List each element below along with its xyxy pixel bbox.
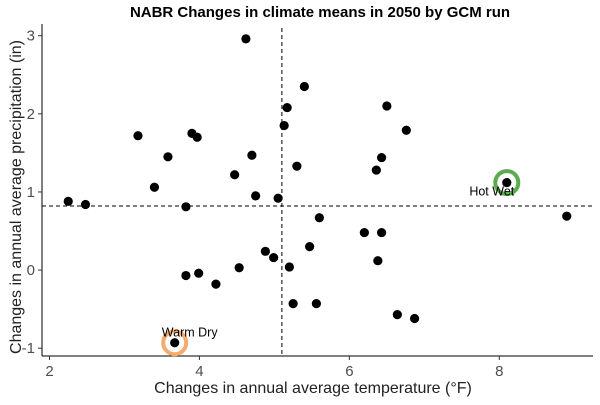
- data-point: [181, 202, 191, 212]
- data-point: [376, 152, 387, 163]
- data-point: [392, 309, 402, 320]
- data-point: [80, 199, 91, 210]
- y-axis-title: Changes in annual average precipitation …: [8, 40, 25, 354]
- data-point: [371, 165, 381, 175]
- chart-title: NABR Changes in climate means in 2050 by…: [130, 4, 510, 21]
- data-point: [279, 120, 289, 131]
- x-tick-label: 2: [45, 363, 53, 380]
- data-point: [282, 102, 292, 113]
- y-tick-label: 0: [27, 262, 35, 279]
- data-point: [163, 152, 173, 162]
- highlight-label: Hot Wet: [469, 185, 514, 199]
- data-point: [192, 132, 202, 142]
- data-point: [376, 227, 387, 238]
- y-tick-label: 2: [27, 106, 35, 123]
- x-axis-title: Changes in annual average temperature (°…: [154, 380, 472, 397]
- data-point: [234, 263, 244, 273]
- data-point: [409, 313, 420, 324]
- data-point: [230, 170, 240, 180]
- x-tick-label: 8: [495, 363, 503, 380]
- data-point: [359, 227, 369, 238]
- data-point: [63, 196, 73, 206]
- data-point: [247, 150, 257, 160]
- data-point: [149, 182, 160, 192]
- data-point: [251, 191, 261, 201]
- data-point: [170, 338, 180, 348]
- data-point: [305, 242, 315, 252]
- data-point: [269, 252, 279, 263]
- data-point: [373, 256, 383, 266]
- x-tick-label: 6: [345, 363, 353, 380]
- data-point: [562, 211, 572, 221]
- y-tick-label: 3: [27, 28, 35, 45]
- data-point: [181, 270, 191, 281]
- data-point: [382, 101, 392, 111]
- data-point: [260, 246, 270, 256]
- highlight-ring: [161, 329, 189, 357]
- x-tick-label: 4: [195, 363, 203, 380]
- data-point: [502, 177, 512, 188]
- data-point: [311, 299, 321, 309]
- data-point: [292, 161, 302, 171]
- data-point: [273, 193, 283, 203]
- data-point: [284, 262, 294, 272]
- highlight-label: Warm Dry: [162, 326, 219, 340]
- y-tick-label: -1: [22, 340, 35, 357]
- plot-area: 2 4 6 8 -1 0 1 2 3 Hot Wet Warm Dry: [22, 24, 593, 380]
- data-point: [314, 213, 324, 223]
- data-point: [194, 268, 204, 278]
- data-point: [288, 299, 298, 309]
- data-point: [133, 131, 143, 141]
- data-point: [299, 81, 309, 92]
- data-point: [211, 279, 221, 289]
- data-point: [241, 34, 251, 44]
- y-tick-label: 1: [27, 184, 35, 201]
- highlight-ring: [493, 169, 521, 197]
- data-point: [401, 125, 411, 135]
